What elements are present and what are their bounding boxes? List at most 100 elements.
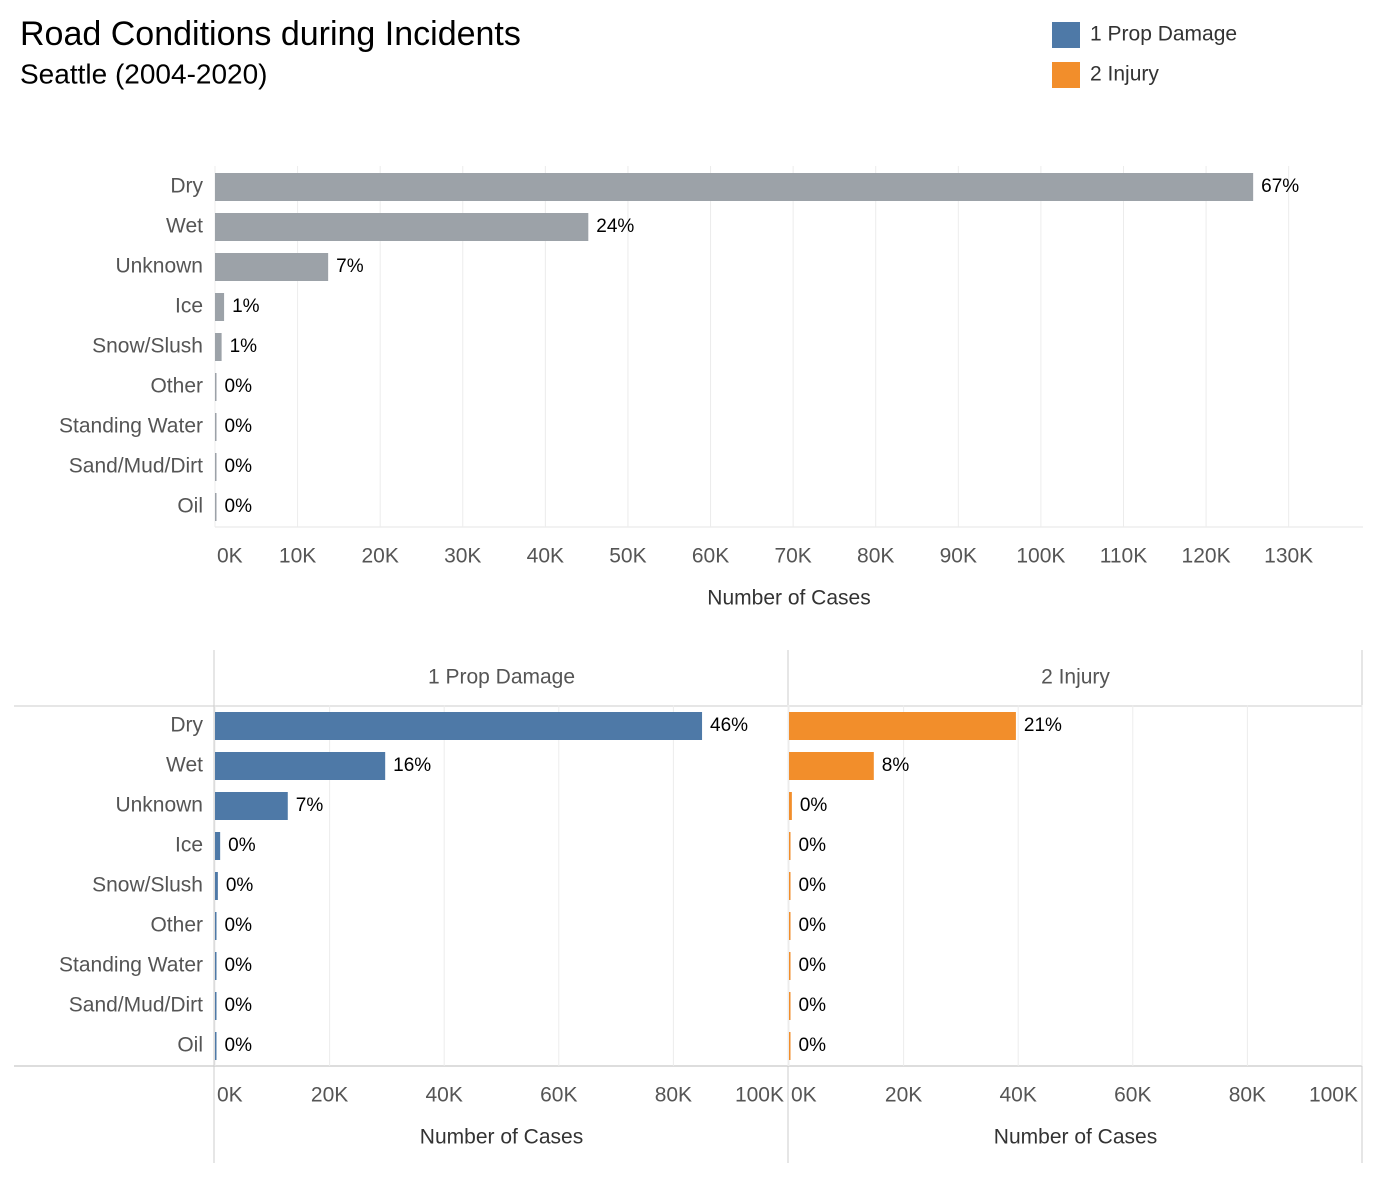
bar: [215, 293, 225, 321]
value-label: 0%: [225, 416, 253, 437]
value-label: 0%: [226, 875, 254, 896]
legend-swatch: [1052, 62, 1080, 88]
value-label: 46%: [710, 715, 748, 736]
panel-header: 1 Prop Damage: [428, 666, 575, 689]
y-tick-label: Oil: [177, 1034, 203, 1057]
bar: [789, 1032, 791, 1060]
bar: [215, 792, 288, 820]
y-tick-label: Sand/Mud/Dirt: [69, 994, 203, 1017]
x-tick-label: 30K: [444, 545, 481, 568]
bar: [215, 373, 217, 401]
x-tick-label: 100K: [1016, 545, 1065, 568]
bar: [789, 792, 792, 820]
panel-header: 2 Injury: [1041, 666, 1110, 689]
value-label: 0%: [800, 795, 828, 816]
x-axis-title: Number of Cases: [707, 587, 870, 610]
value-label: 0%: [225, 915, 253, 936]
bar: [789, 832, 791, 860]
value-label: 0%: [225, 456, 253, 477]
value-label: 0%: [799, 875, 827, 896]
x-tick-label: 100K: [735, 1084, 784, 1107]
value-label: 0%: [225, 496, 253, 517]
y-tick-label: Standing Water: [59, 415, 203, 438]
x-tick-label: 0K: [217, 545, 243, 568]
y-tick-label: Other: [150, 375, 203, 398]
value-label: 67%: [1261, 176, 1299, 197]
bar: [215, 253, 329, 281]
value-label: 0%: [225, 995, 253, 1016]
x-tick-label: 40K: [426, 1084, 463, 1107]
x-tick-label: 60K: [1114, 1084, 1151, 1107]
value-label: 7%: [296, 795, 324, 816]
chart-title: Road Conditions during Incidents: [20, 15, 521, 53]
x-tick-label: 80K: [655, 1084, 692, 1107]
x-tick-label: 70K: [774, 545, 811, 568]
y-tick-label: Snow/Slush: [92, 874, 203, 897]
value-label: 0%: [225, 955, 253, 976]
bar: [215, 912, 217, 940]
x-tick-label: 20K: [311, 1084, 348, 1107]
value-label: 0%: [799, 995, 827, 1016]
y-tick-label: Other: [150, 914, 203, 937]
bar: [215, 952, 217, 980]
value-label: 0%: [799, 835, 827, 856]
x-tick-label: 40K: [527, 545, 564, 568]
legend-label: 1 Prop Damage: [1090, 23, 1237, 46]
y-tick-label: Standing Water: [59, 954, 203, 977]
x-tick-label: 40K: [1000, 1084, 1037, 1107]
x-axis-title: Number of Cases: [420, 1126, 583, 1149]
bar: [215, 453, 217, 481]
y-tick-label: Dry: [170, 714, 203, 737]
bar: [789, 912, 791, 940]
value-label: 8%: [882, 755, 910, 776]
bar: [215, 832, 221, 860]
legend-label: 2 Injury: [1090, 63, 1159, 86]
x-axis-title: Number of Cases: [994, 1126, 1157, 1149]
y-tick-label: Unknown: [115, 794, 203, 817]
y-tick-label: Wet: [166, 215, 203, 238]
bar: [215, 872, 218, 900]
value-label: 16%: [393, 755, 431, 776]
value-label: 21%: [1024, 715, 1062, 736]
x-tick-label: 0K: [791, 1084, 817, 1107]
value-label: 24%: [596, 216, 634, 237]
value-label: 7%: [336, 256, 364, 277]
bar: [789, 752, 874, 780]
bar: [215, 1032, 217, 1060]
value-label: 0%: [228, 835, 256, 856]
x-tick-label: 100K: [1309, 1084, 1358, 1107]
bar: [215, 712, 703, 740]
y-tick-label: Ice: [175, 834, 203, 857]
bar: [789, 872, 791, 900]
x-tick-label: 130K: [1264, 545, 1313, 568]
value-label: 0%: [799, 1035, 827, 1056]
value-label: 0%: [799, 915, 827, 936]
y-tick-label: Wet: [166, 754, 203, 777]
bar: [215, 413, 217, 441]
bar: [789, 992, 791, 1020]
value-label: 0%: [225, 376, 253, 397]
y-tick-label: Sand/Mud/Dirt: [69, 455, 203, 478]
x-tick-label: 60K: [540, 1084, 577, 1107]
y-tick-label: Ice: [175, 295, 203, 318]
bar: [789, 712, 1016, 740]
x-tick-label: 110K: [1100, 545, 1148, 568]
bar: [215, 752, 386, 780]
bar: [215, 992, 217, 1020]
value-label: 0%: [799, 955, 827, 976]
bar: [215, 173, 1254, 201]
x-tick-label: 90K: [940, 545, 977, 568]
x-tick-label: 60K: [692, 545, 729, 568]
x-tick-label: 50K: [609, 545, 646, 568]
value-label: 0%: [225, 1035, 253, 1056]
bar: [789, 952, 791, 980]
x-tick-label: 120K: [1182, 545, 1231, 568]
x-tick-label: 80K: [1229, 1084, 1266, 1107]
x-tick-label: 80K: [857, 545, 894, 568]
x-tick-label: 20K: [361, 545, 398, 568]
value-label: 1%: [230, 336, 258, 357]
bar: [215, 333, 222, 361]
y-tick-label: Oil: [177, 495, 203, 518]
